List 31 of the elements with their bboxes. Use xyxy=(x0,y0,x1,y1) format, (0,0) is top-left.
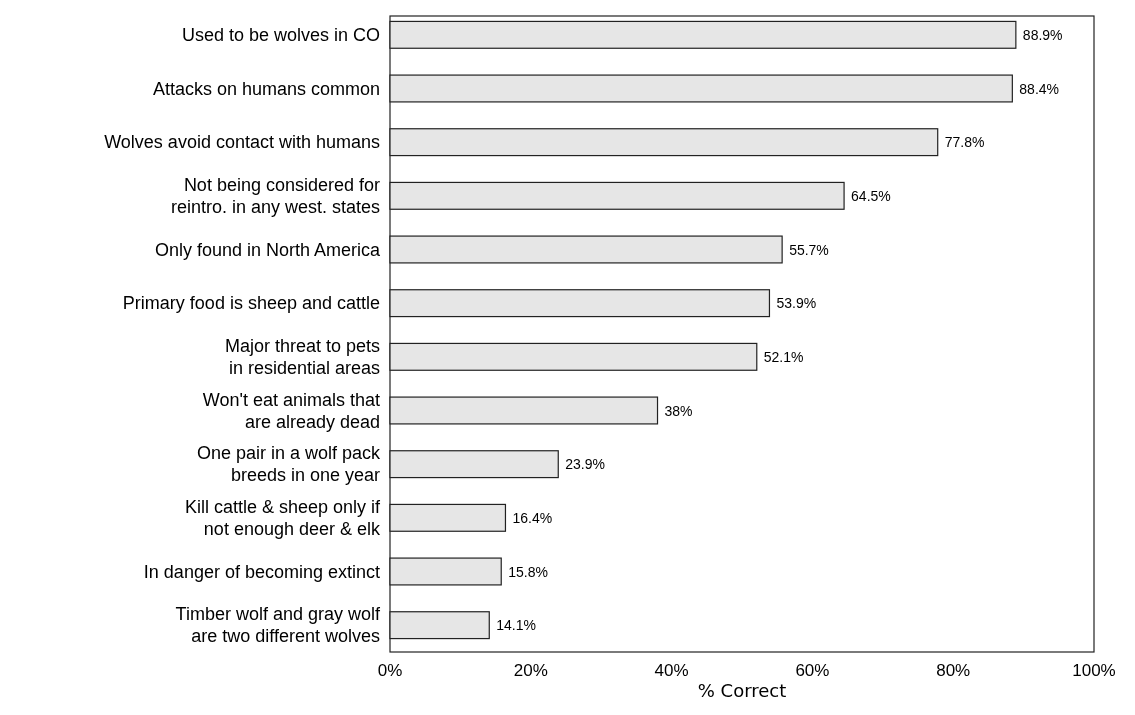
data-label: 88.9% xyxy=(1022,26,1063,43)
y-tick-label: Won't eat animals that are already dead xyxy=(202,389,380,432)
y-tick-label: In danger of becoming extinct xyxy=(143,561,380,582)
y-tick-label: Kill cattle & sheep only if not enough deer & elk xyxy=(184,496,381,539)
data-label: 53.9% xyxy=(776,295,817,312)
data-label: 77.8% xyxy=(944,134,985,151)
x-tick-label: 100% xyxy=(1072,661,1116,680)
y-tick-label: Only found in North America xyxy=(154,239,381,260)
data-label: 52.1% xyxy=(763,348,804,365)
x-axis-title: % Correct xyxy=(697,680,787,701)
y-tick-label: Attacks on humans common xyxy=(152,78,380,99)
y-tick-label: Used to be wolves in CO xyxy=(181,24,380,45)
y-tick-label: One pair in a wolf pack breeds in one year xyxy=(196,443,381,486)
data-label: 38% xyxy=(664,402,693,419)
x-tick-label: 60% xyxy=(795,661,830,680)
data-label: 14.1% xyxy=(496,617,536,634)
data-label: 55.7% xyxy=(789,241,829,258)
y-tick-label: Primary food is sheep and cattle xyxy=(122,293,380,314)
y-tick-label: Not being considered for reintro. in any west. states xyxy=(170,174,380,217)
x-tick-label: 0% xyxy=(377,661,403,680)
data-label: 88.4% xyxy=(1019,80,1060,97)
y-tick-label: Major threat to pets in residential areas xyxy=(224,335,380,378)
data-label: 16.4% xyxy=(512,509,553,526)
data-label: 15.8% xyxy=(508,563,548,580)
x-tick-label: 40% xyxy=(654,661,689,680)
data-label: 23.9% xyxy=(565,456,605,473)
data-label: 64.5% xyxy=(851,187,891,204)
x-tick-label: 20% xyxy=(513,661,548,680)
x-tick-label: 80% xyxy=(936,661,971,680)
y-tick-label: Timber wolf and gray wolf are two different wolves xyxy=(175,604,381,647)
y-tick-label: Wolves avoid contact with humans xyxy=(104,132,380,153)
